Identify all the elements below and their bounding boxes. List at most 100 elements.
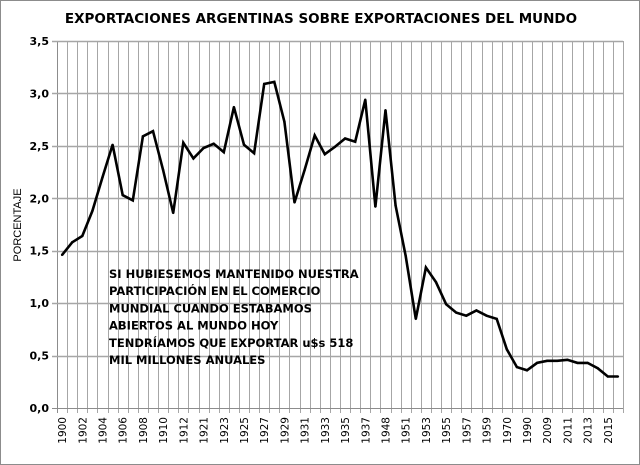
data-point xyxy=(252,151,256,155)
data-point xyxy=(70,241,74,244)
data-point xyxy=(101,176,104,179)
x-tick-label: 1912 xyxy=(178,417,190,444)
x-tick-label: 1990 xyxy=(522,417,534,444)
y-tick-label: 1,5 xyxy=(30,245,50,258)
data-point xyxy=(121,193,124,197)
x-tick-label: 2013 xyxy=(583,417,595,444)
data-point xyxy=(242,143,246,147)
x-tick-label: 1900 xyxy=(57,417,69,444)
data-point xyxy=(455,311,458,314)
data-point xyxy=(545,359,549,363)
y-tick-label: 1,0 xyxy=(30,297,50,310)
x-tick-label: 1927 xyxy=(259,417,271,444)
data-point xyxy=(91,209,94,213)
x-tick-label: 1953 xyxy=(421,417,433,444)
annotation-line: ABIERTOS AL MUNDO HOY xyxy=(109,319,279,333)
x-tick-label: 2015 xyxy=(603,417,615,444)
data-point xyxy=(505,348,508,351)
annotation-line: SI HUBIESEMOS MANTENIDO NUESTRA xyxy=(109,267,359,281)
data-point xyxy=(556,359,559,363)
annotation-text: SI HUBIESEMOS MANTENIDO NUESTRA PARTICIPA… xyxy=(109,267,359,367)
x-tick-label: 1923 xyxy=(219,417,231,444)
data-point xyxy=(81,234,84,238)
data-point xyxy=(172,211,175,215)
x-tick-label: 1925 xyxy=(239,417,251,444)
data-point xyxy=(364,98,367,101)
data-point xyxy=(111,143,114,147)
data-point xyxy=(222,150,225,154)
data-point xyxy=(374,205,377,208)
annotation-line: TENDRÍAMOS QUE EXPORTAR u$s 518 xyxy=(109,335,353,350)
data-point xyxy=(353,140,357,143)
y-tick-label: 0,5 xyxy=(30,350,50,363)
data-point xyxy=(495,317,498,321)
data-points xyxy=(60,80,620,378)
data-point xyxy=(576,361,579,365)
x-tick-label: 1904 xyxy=(97,417,109,444)
data-point xyxy=(566,358,569,361)
x-tick-label: 2011 xyxy=(562,417,574,444)
data-point xyxy=(404,254,407,258)
annotation-line: MUNDIAL CUANDO ESTABAMOS xyxy=(109,301,312,315)
x-tick-label: 1957 xyxy=(461,417,473,444)
x-tick-label: 1959 xyxy=(482,417,494,444)
x-axis-ticks: 1900 1902 1904 1906 1908 1910 1912 1921 1923 1925… xyxy=(57,417,615,444)
y-tick-label: 2,0 xyxy=(30,192,50,205)
data-point xyxy=(273,80,276,84)
y-tick-label: 0,0 xyxy=(30,402,50,415)
x-tick-label: 1906 xyxy=(118,417,130,444)
x-tick-label: 1948 xyxy=(380,417,392,444)
data-point xyxy=(202,146,205,150)
data-point xyxy=(131,199,135,202)
x-tick-label: 2009 xyxy=(542,417,554,444)
data-point xyxy=(343,137,347,140)
x-tick-label: 1951 xyxy=(401,417,413,444)
annotation-line: MIL MILLONES ANUALES xyxy=(109,353,265,367)
data-point xyxy=(141,135,145,138)
y-tick-label: 2,5 xyxy=(30,140,50,153)
x-tick-label: 1955 xyxy=(441,417,453,444)
data-point xyxy=(586,361,589,365)
series-line xyxy=(61,80,618,378)
x-tick-label: 1921 xyxy=(199,417,211,444)
data-point xyxy=(182,141,185,144)
x-tick-label: 1935 xyxy=(340,417,352,444)
data-point xyxy=(606,375,610,378)
data-point xyxy=(465,314,468,317)
data-point xyxy=(444,302,448,306)
data-point xyxy=(414,317,418,321)
data-point xyxy=(323,153,327,156)
data-point xyxy=(333,145,337,149)
x-tick-label: 1929 xyxy=(279,417,291,444)
data-point xyxy=(424,266,428,269)
x-tick-label: 1970 xyxy=(502,417,514,444)
data-point xyxy=(485,314,488,317)
x-tick-label: 1937 xyxy=(360,417,372,444)
y-axis-label: PORCENTAJE xyxy=(12,188,24,261)
data-point xyxy=(293,201,296,204)
data-point xyxy=(596,366,599,370)
data-point xyxy=(384,109,387,112)
data-point xyxy=(262,82,266,86)
annotation-line: PARTICIPACIÓN EN EL COMERCIO xyxy=(109,283,321,298)
data-point xyxy=(161,168,165,172)
data-point xyxy=(151,129,155,133)
data-point xyxy=(313,134,316,137)
data-point xyxy=(525,369,529,372)
x-tick-label: 1908 xyxy=(138,417,150,444)
data-point xyxy=(283,120,286,123)
data-point xyxy=(60,253,64,257)
y-tick-label: 3,5 xyxy=(30,35,50,48)
data-point xyxy=(212,142,215,145)
x-tick-label: 1931 xyxy=(300,417,312,444)
y-tick-label: 3,0 xyxy=(30,87,50,100)
y-axis-ticks: 0,0 0,5 1,0 1,5 2,0 2,5 3,0 3,5 xyxy=(30,35,50,415)
x-tick-label: 1933 xyxy=(320,417,332,444)
data-point xyxy=(192,157,195,160)
data-point xyxy=(535,361,539,365)
data-point xyxy=(616,375,620,378)
data-point xyxy=(475,309,478,312)
data-point xyxy=(232,105,236,109)
